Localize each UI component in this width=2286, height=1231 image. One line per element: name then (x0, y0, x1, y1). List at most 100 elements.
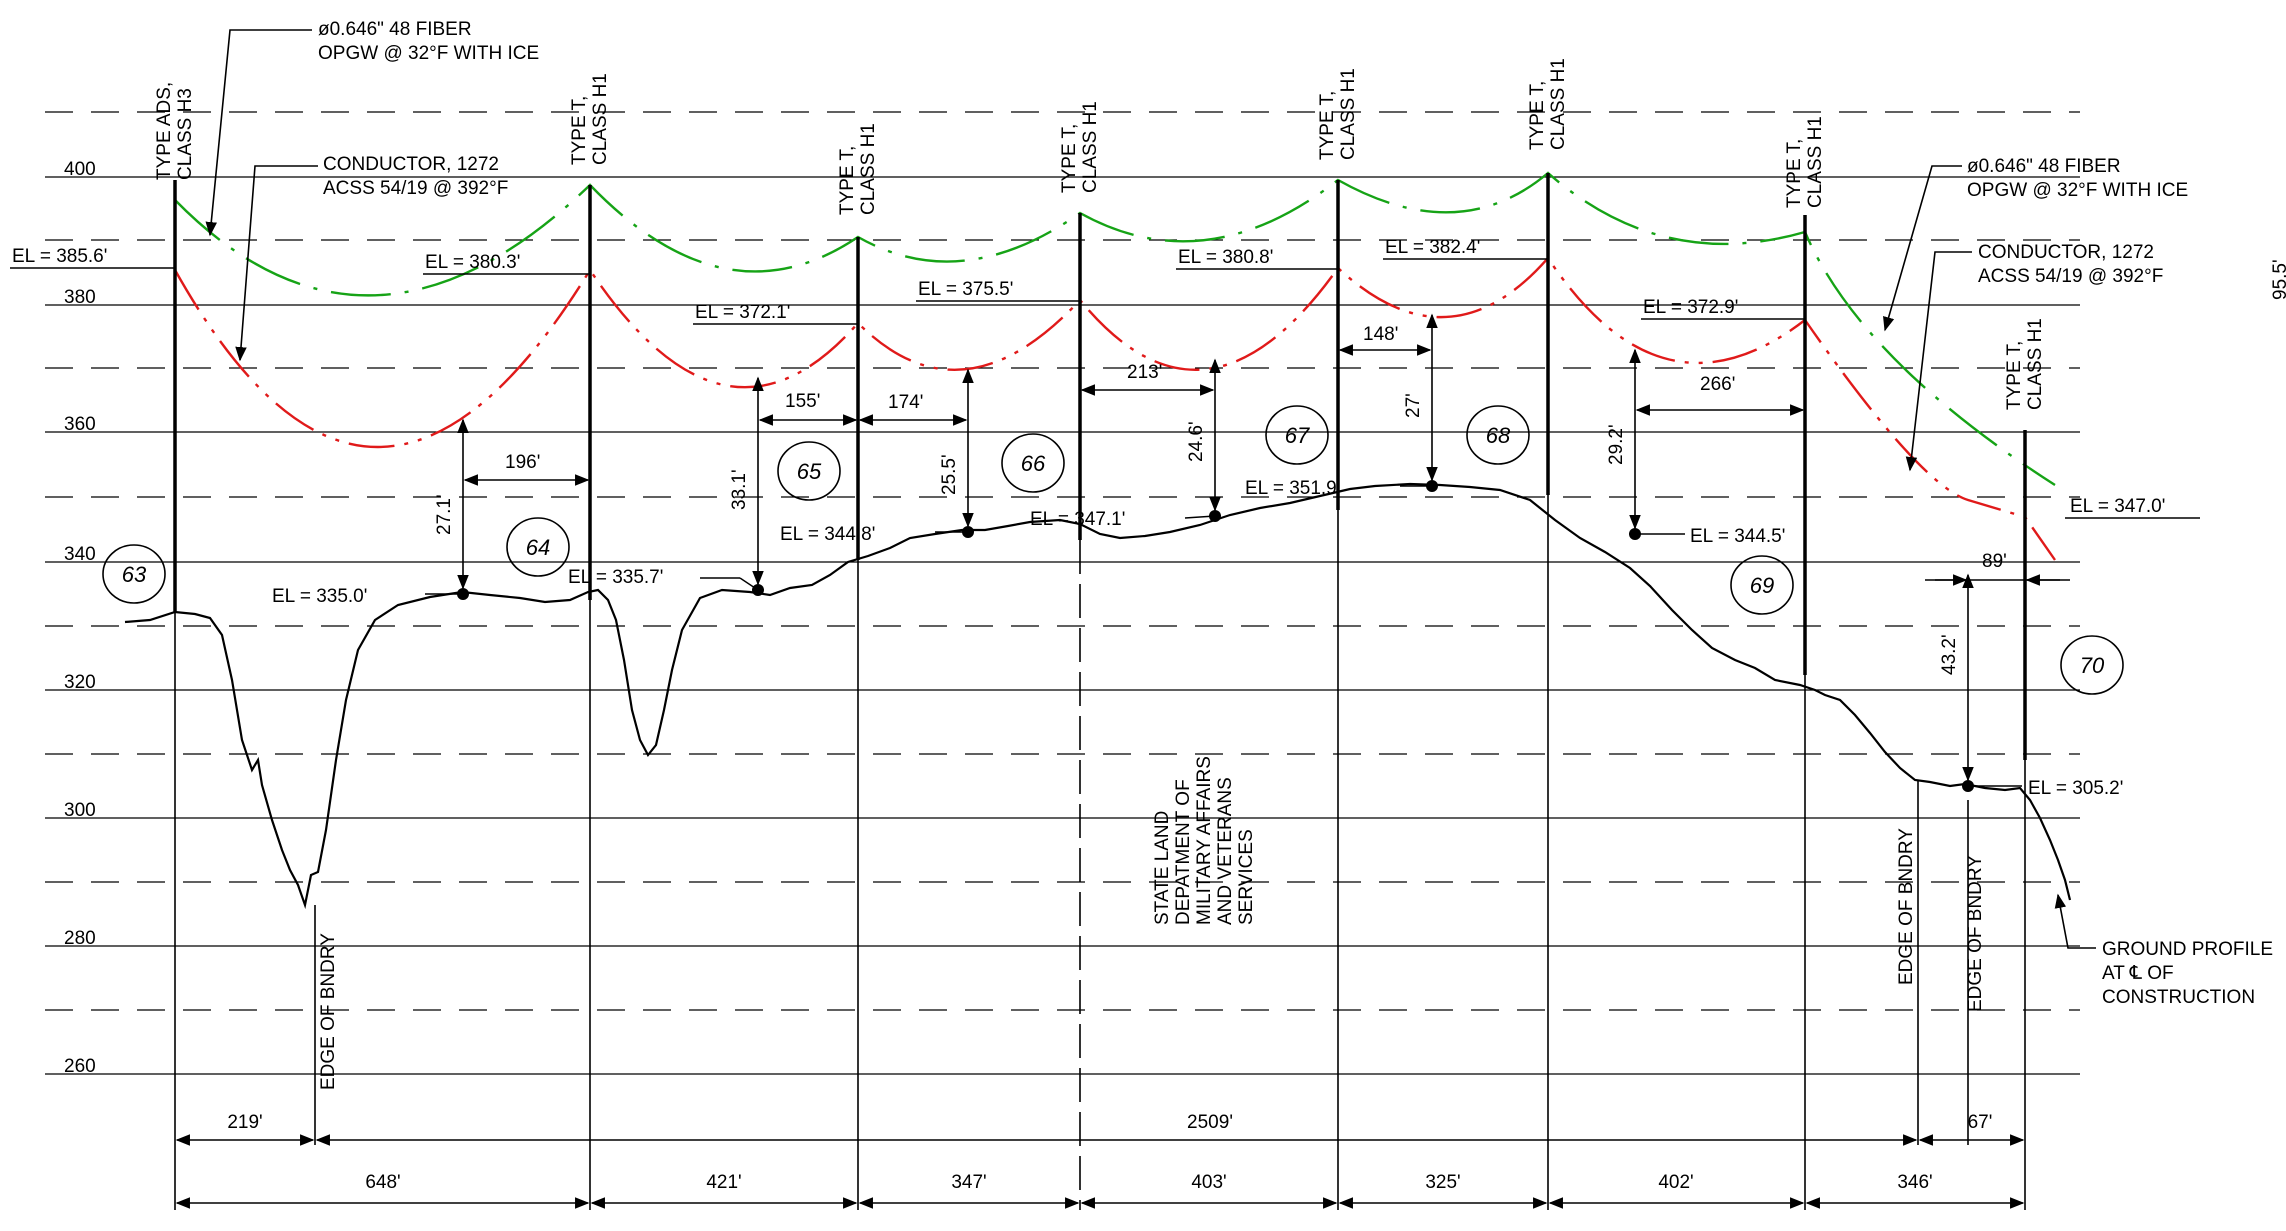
type-67: TYPE T,CLASS H1 (1317, 68, 1359, 160)
state-land-text: AND VETERANS (1215, 777, 1236, 925)
el-label-65: EL = 372.1' (695, 302, 790, 323)
span-value: 325' (1425, 1172, 1460, 1193)
structure-types: TYPE ADS,CLASS H3 TYPE T,CLASS H1 TYPE T… (154, 58, 2046, 410)
span-value: 403' (1191, 1172, 1226, 1193)
offset-labels: 196' 155' 174' 213' 148' 266' 89' (505, 324, 2007, 572)
structures (173, 173, 2027, 760)
note-conductor-right: ACSS 54/19 @ 392°F (1978, 266, 2163, 287)
dim-value: 2509' (1187, 1112, 1233, 1133)
span-value: 648' (365, 1172, 400, 1193)
el-label-67: EL = 380.8' (1178, 247, 1273, 268)
elev-tick: 320 (64, 672, 96, 693)
clearance-value: 24.6' (1186, 421, 1207, 462)
edge-bndry-label: EDGE OF BNDRY (1965, 855, 1986, 1012)
structure-number: 64 (526, 535, 550, 560)
clearance-value: 25.5' (939, 454, 960, 495)
note-ground-profile: AT ℄ OF (2102, 963, 2174, 984)
el-label-64: EL = 380.3' (425, 252, 520, 273)
opgw-line (174, 171, 2056, 487)
state-land-note: STATE LAND DEPATMENT OF MILITARY AFFAIRS… (1152, 756, 1257, 925)
note-ground-profile: GROUND PROFILE (2102, 939, 2273, 960)
offset-value: 213' (1127, 362, 1162, 383)
state-land-text: DEPATMENT OF (1173, 779, 1194, 925)
offset-dims (463, 344, 2070, 581)
elev-tick: 400 (64, 159, 96, 180)
dimension-span-labels: 648' 421' 347' 403' 325' 402' 346' (365, 1172, 1932, 1193)
type-69: TYPE T,CLASS H1 (1784, 116, 1826, 208)
low-el: EL = 335.7' (568, 567, 663, 588)
clearance-value: 29.2' (1606, 424, 1627, 465)
offset-value: 155' (785, 391, 820, 412)
note-ground-profile: CONSTRUCTION (2102, 987, 2255, 1008)
type-70: TYPE T,CLASS H1 (2004, 318, 2046, 410)
note-opgw-left: OPGW @ 32°F WITH ICE (318, 43, 539, 64)
low-el: EL = 347.1' (1030, 509, 1125, 530)
edge-cut-label: 95.5' (2270, 259, 2286, 300)
ref-lines (174, 495, 2026, 1210)
elev-tick: 280 (64, 928, 96, 949)
el-label-63: EL = 385.6' (12, 246, 107, 267)
low-el: EL = 335.0' (272, 586, 367, 607)
structure-number: 68 (1486, 423, 1511, 448)
elev-tick: 360 (64, 414, 96, 435)
offset-value: 148' (1363, 324, 1398, 345)
structure-number: 65 (797, 459, 822, 484)
note-opgw-left: ø0.646" 48 FIBER (318, 19, 472, 40)
note-leaders (205, 29, 2096, 949)
clearance-dims (457, 313, 1974, 782)
notes: ø0.646" 48 FIBER OPGW @ 32°F WITH ICE CO… (318, 19, 2286, 1008)
elev-tick: 340 (64, 544, 96, 565)
low-el: EL = 351.9' (1245, 478, 1340, 499)
el-label-66: EL = 375.5' (918, 279, 1013, 300)
span-value: 346' (1897, 1172, 1932, 1193)
el-label-70: EL = 347.0' (2070, 496, 2165, 517)
span-value: 421' (706, 1172, 741, 1193)
structure-elevations: EL = 385.6' EL = 380.3' EL = 372.1' EL =… (12, 237, 2165, 517)
type-65: TYPE T,CLASS H1 (837, 123, 879, 215)
type-66: TYPE T,CLASS H1 (1059, 101, 1101, 193)
structure-numbers (102, 405, 2124, 695)
boundary-labels: EDGE OF BNDRY EDGE OF BNDRY EDGE OF BNDR… (318, 828, 1986, 1090)
conductor-line (173, 256, 2056, 561)
el-label-68: EL = 382.4' (1385, 237, 1480, 258)
structure-number: 70 (2080, 653, 2105, 678)
el-underlines (10, 258, 2200, 519)
clearance-value: 33.1' (729, 469, 750, 510)
structure-number: 63 (122, 562, 147, 587)
grid (45, 111, 2080, 1075)
clearance-labels: 27.1' 33.1' 25.5' 24.6' 27' 29.2' 43.2' (434, 393, 1960, 675)
note-opgw-right: ø0.646" 48 FIBER (1967, 156, 2121, 177)
state-land-text: SERVICES (1236, 829, 1257, 925)
elevation-axis: 400 380 360 340 320 300 280 260 (64, 159, 96, 1077)
low-el: EL = 305.2' (2028, 778, 2123, 799)
note-conductor-right: CONDUCTOR, 1272 (1978, 242, 2154, 263)
elev-tick: 300 (64, 800, 96, 821)
edge-bndry-label: EDGE OF BNDRY (1896, 828, 1917, 985)
type-64: TYPE T,CLASS H1 (569, 73, 611, 165)
offset-value: 266' (1700, 374, 1735, 395)
structure-number: 67 (1285, 423, 1310, 448)
dim-value: 219' (227, 1112, 262, 1133)
clearance-value: 43.2' (1939, 634, 1960, 675)
dimension-row-1-labels: 219' 2509' 67' (227, 1112, 1992, 1133)
structure-number: 69 (1750, 573, 1774, 598)
low-el: EL = 344.5' (1690, 526, 1785, 547)
span-value: 347' (951, 1172, 986, 1193)
clearance-value: 27.1' (434, 494, 455, 535)
ground-profile-line (124, 482, 2072, 910)
el-label-69: EL = 372.9' (1643, 297, 1738, 318)
offset-value: 89' (1982, 551, 2007, 572)
span-value: 402' (1658, 1172, 1693, 1193)
note-conductor-left: CONDUCTOR, 1272 (323, 154, 499, 175)
offset-value: 196' (505, 452, 540, 473)
offset-value: 174' (888, 392, 923, 413)
type-63: TYPE ADS,CLASS H3 (154, 82, 196, 180)
dim-value: 67' (1968, 1112, 1993, 1133)
edge-bndry-label: EDGE OF BNDRY (318, 933, 339, 1090)
elev-tick: 260 (64, 1056, 96, 1077)
elev-tick: 380 (64, 287, 96, 308)
clearance-value: 27' (1403, 393, 1424, 418)
state-land-text: MILITARY AFFAIRS (1194, 756, 1215, 925)
low-point-leaders (425, 485, 2022, 787)
